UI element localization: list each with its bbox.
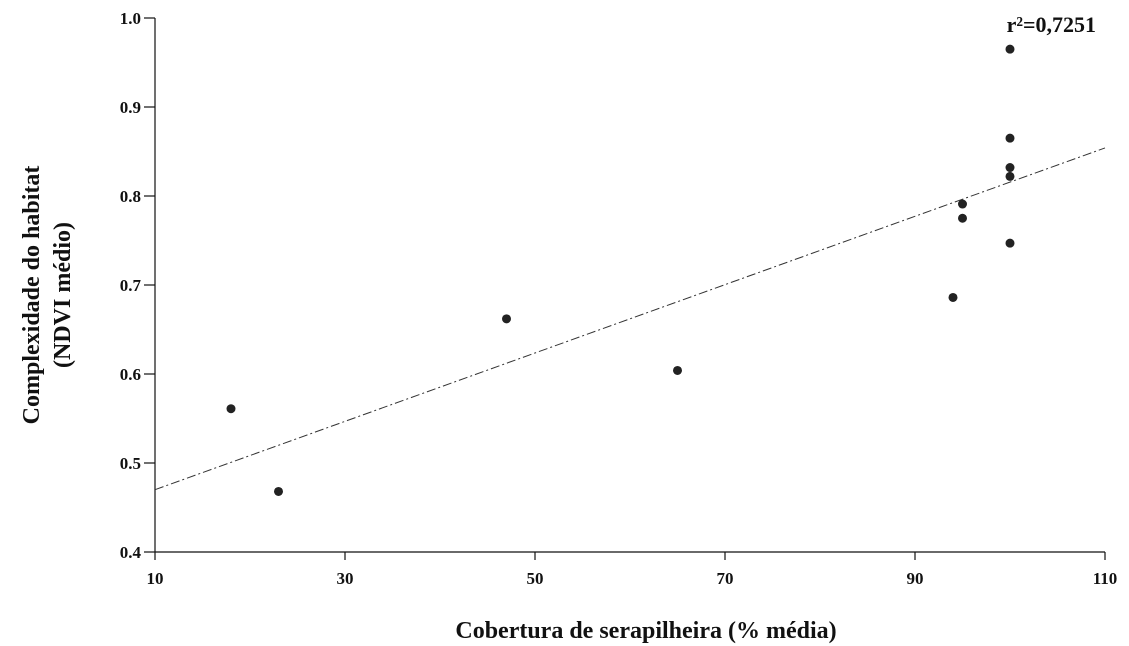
data-point	[948, 292, 958, 302]
y-tick-label: 0.6	[120, 365, 141, 384]
y-tick-label: 0.8	[120, 187, 141, 206]
y-axis-title-line-2: (NDVI médio)	[50, 222, 76, 368]
data-point	[1005, 238, 1015, 248]
data-point	[1005, 171, 1015, 181]
axes: 10 30 50 70 90 110 0.4 0.5 0.6 0.7 0.8 0.9 1.0	[120, 9, 1118, 588]
y-tick-label: 0.5	[120, 454, 141, 473]
x-tick-label: 10	[147, 569, 164, 588]
data-point	[226, 404, 236, 414]
data-point	[274, 486, 283, 496]
x-tick-label: 50	[527, 569, 544, 588]
y-tick-label: 1.0	[120, 9, 141, 28]
data-point	[1005, 44, 1015, 54]
regression-trendline	[154, 147, 1106, 491]
y-tick-label: 0.7	[120, 276, 142, 295]
x-tick-label: 70	[717, 569, 734, 588]
y-axis-title-line-1: Complexidade do habitat	[19, 166, 45, 425]
x-tick-label: 110	[1093, 569, 1118, 588]
trendline-group	[154, 147, 1106, 491]
y-tick-label: 0.9	[120, 98, 141, 117]
y-tick-label: 0.4	[120, 543, 142, 562]
data-point	[1005, 163, 1015, 173]
data-point	[1005, 133, 1015, 143]
x-axis-title: Cobertura de serapilheira (% média)	[455, 618, 836, 644]
data-points	[226, 44, 1015, 496]
x-tick-label: 30	[337, 569, 354, 588]
r-squared-annotation: r²=0,7251	[1007, 12, 1096, 37]
data-point	[673, 365, 682, 375]
x-tick-label: 90	[907, 569, 924, 588]
data-point	[958, 199, 967, 209]
chart-labels: r²=0,7251 Cobertura de serapilheira (% m…	[19, 12, 1096, 644]
data-point	[958, 213, 967, 223]
data-point	[502, 314, 511, 324]
